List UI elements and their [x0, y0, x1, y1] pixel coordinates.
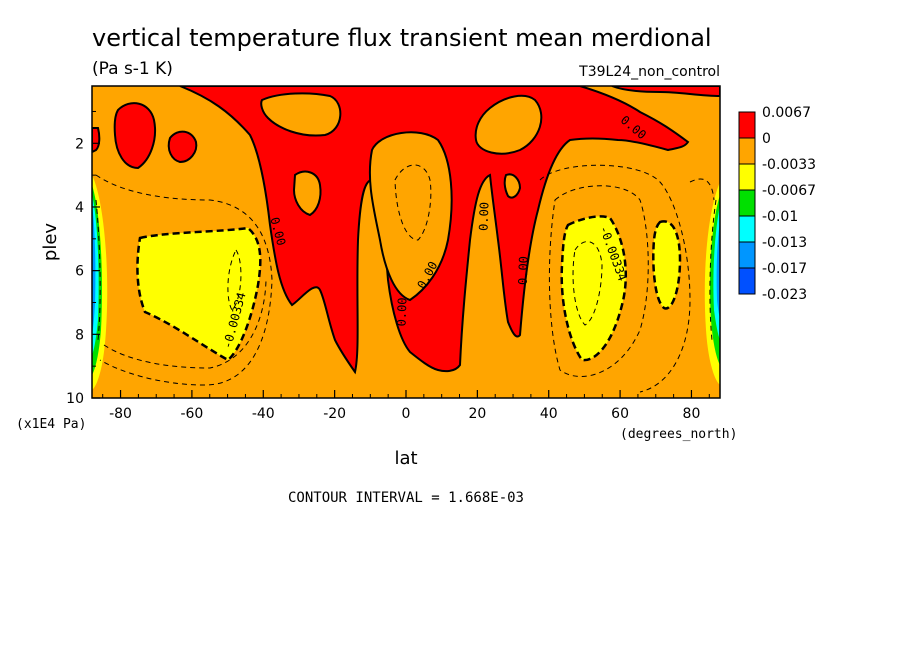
y-axis-units: (x1E4 Pa): [16, 417, 86, 432]
x-tick-label: 20: [468, 406, 486, 422]
plot-area: [92, 86, 720, 398]
field-region: [611, 86, 720, 98]
x-tick-label: -40: [252, 406, 275, 422]
legend-swatch: [738, 189, 756, 217]
contour-label: 0.00: [395, 297, 410, 326]
contour-line: [709, 199, 717, 341]
x-axis: -80 -60 -40 -20 0 20 40 60 80: [102, 390, 710, 422]
legend-level-label: -0.01: [762, 209, 798, 225]
legend-swatch: [738, 215, 756, 243]
field-region: [92, 127, 101, 154]
y-tick-label: 6: [75, 264, 84, 280]
field-region: [652, 220, 682, 310]
x-axis-label: lat: [394, 448, 417, 469]
field-region: [136, 226, 262, 362]
field-region: [503, 173, 522, 199]
x-axis-units: (degrees_north): [620, 427, 737, 442]
y-tick-label: 8: [75, 327, 84, 343]
x-tick-label: 0: [402, 406, 411, 422]
chart-units: (Pa s-1 K): [92, 59, 173, 79]
x-tick-label: 40: [540, 406, 558, 422]
chart-title: vertical temperature flux transient mean…: [92, 24, 712, 52]
contour-interval-note: CONTOUR INTERVAL = 1.668E-03: [288, 490, 524, 506]
contour-line: [95, 174, 273, 386]
field-region: [716, 222, 720, 318]
contour-line: [548, 185, 649, 377]
legend-swatch: [738, 137, 756, 165]
chart-experiment: T39L24_non_control: [578, 64, 720, 80]
field-region: [560, 215, 628, 362]
y-axis: 2 4 6 8 10: [66, 110, 100, 407]
contour-line: [103, 279, 267, 369]
field-region: [368, 131, 453, 302]
legend-swatch: [738, 163, 756, 191]
x-tick-label: 60: [611, 406, 629, 422]
legend-swatch: [738, 241, 756, 269]
contour-line: [394, 164, 432, 241]
contour-label: 0.00: [477, 202, 492, 231]
contour-line: [689, 178, 715, 201]
field-region: [292, 170, 322, 217]
legend-level-label: -0.013: [762, 235, 807, 251]
legend-level-label: -0.0067: [762, 183, 816, 199]
field-region: [474, 94, 543, 155]
contour-line: [572, 241, 603, 326]
y-tick-label: 4: [75, 200, 84, 216]
field-region: [113, 102, 156, 170]
legend-level-label: -0.023: [762, 287, 807, 303]
contour-line: [227, 249, 242, 311]
legend-level-label: -0.017: [762, 261, 807, 277]
contour-label: 0.00: [516, 256, 531, 285]
legend-level-label: -0.0033: [762, 157, 816, 173]
color-legend: 0.0067 0 -0.0033 -0.0067 -0.01 -0.013 -0.017 -0…: [738, 105, 816, 303]
legend-level-label: 0: [762, 131, 771, 147]
x-tick-label: -80: [109, 406, 132, 422]
x-tick-label: -20: [323, 406, 346, 422]
field-region: [167, 130, 198, 164]
legend-level-label: 0.0067: [762, 105, 811, 121]
legend-swatch: [738, 267, 756, 295]
x-tick-label: 80: [683, 406, 701, 422]
y-tick-label: 2: [75, 136, 84, 152]
y-axis-label: plev: [40, 223, 61, 262]
field-region: [260, 92, 342, 137]
y-tick-label: 10: [66, 391, 84, 407]
x-tick-label: -60: [180, 406, 203, 422]
legend-swatch: [738, 111, 756, 139]
